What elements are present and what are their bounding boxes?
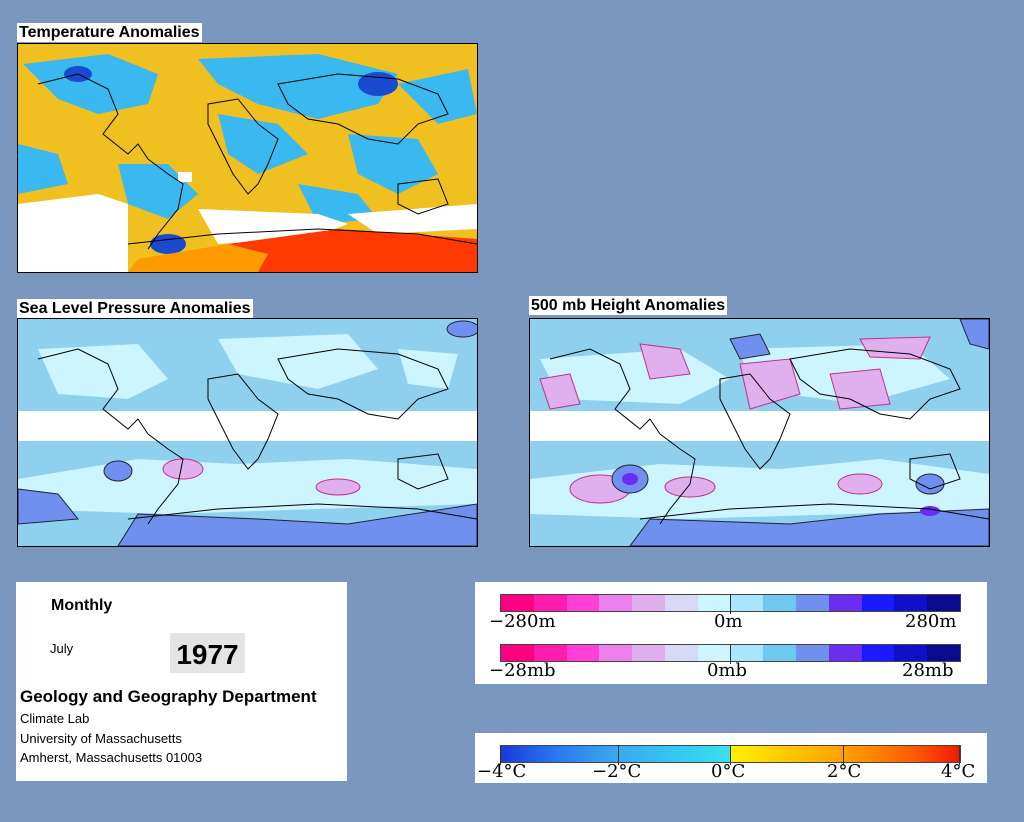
height500-anomaly-map: [529, 318, 990, 547]
temperature-anomaly-map: [17, 43, 478, 273]
temperature-tick-1: [500, 745, 501, 765]
height-min-label: −280m: [489, 611, 556, 632]
slp-anomaly-map: [17, 318, 478, 547]
info-panel: Monthly July 1977 Geology and Geography …: [16, 582, 347, 781]
height500-title: 500 mb Height Anomalies: [529, 296, 728, 315]
height-zero-tick: [730, 594, 731, 614]
pressure-mid-label: 0mb: [707, 660, 748, 681]
temperature-tick-3: [730, 745, 731, 765]
pressure-max-label: 28mb: [902, 660, 954, 681]
lab-name: Climate Lab: [20, 711, 90, 726]
temperature-label-5: 4°C: [941, 761, 976, 782]
temperature-legend: −4°C −2°C 0°C 2°C 4°C: [475, 733, 987, 783]
university-name: University of Massachusetts: [20, 731, 182, 746]
height-mid-label: 0m: [714, 611, 743, 632]
temperature-label-4: 2°C: [827, 761, 862, 782]
temperature-tick-2: [618, 745, 619, 765]
temperature-label-3: 0°C: [711, 761, 746, 782]
pressure-zero-tick: [730, 644, 731, 664]
temperature-label-1: −4°C: [477, 761, 527, 782]
slp-title: Sea Level Pressure Anomalies: [17, 299, 253, 318]
anomaly-legend: −280m 0m 280m −28mb 0mb 28mb: [475, 582, 987, 684]
temperature-tick-4: [843, 745, 844, 765]
pressure-min-label: −28mb: [489, 660, 556, 681]
city-address: Amherst, Massachusetts 01003: [20, 750, 203, 765]
department-name: Geology and Geography Department: [20, 687, 317, 706]
temperature-title: Temperature Anomalies: [17, 23, 202, 42]
height-max-label: 280m: [905, 611, 957, 632]
year-label: 1977: [170, 633, 245, 673]
temperature-label-2: −2°C: [592, 761, 642, 782]
month-label: July: [50, 641, 74, 656]
temperature-tick-5: [959, 745, 960, 765]
frequency-label: Monthly: [51, 597, 113, 614]
